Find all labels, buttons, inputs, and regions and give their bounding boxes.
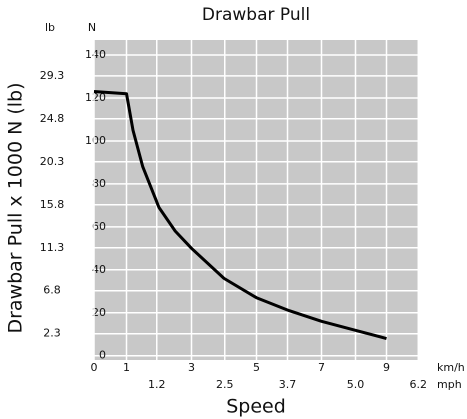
y-tick-label: 60 (92, 220, 106, 233)
y2-tick-label: 20.3 (40, 155, 65, 168)
x2-tick-label: 5.0 (347, 378, 365, 391)
x-tick-label: 0 (91, 361, 98, 374)
y2-tick-label: 11.3 (40, 241, 65, 254)
x2-tick-label: 2.5 (216, 378, 234, 391)
y2-tick-label: 15.8 (40, 198, 65, 211)
x-tick-label: 1 (123, 361, 130, 374)
y2-unit: lb (45, 21, 55, 34)
y2-tick-label: 2.3 (43, 327, 61, 340)
x-tick-label: 3 (188, 361, 195, 374)
x2-tick-label: 1.2 (148, 378, 166, 391)
y2-tick-label: 24.8 (40, 112, 65, 125)
y2-tick-label: 6.8 (43, 284, 61, 297)
x2-tick-label: 6.2 (410, 378, 428, 391)
y-unit: N (88, 21, 96, 34)
y-tick-label: 80 (92, 177, 106, 190)
y-tick-label: 120 (85, 91, 106, 104)
y-tick-label: 140 (85, 48, 106, 61)
x-axis-title: Speed (226, 396, 286, 418)
y-tick-label: 0 (99, 349, 106, 362)
x-unit: km/h (437, 361, 465, 374)
y-tick-label: 20 (92, 306, 106, 319)
x2-unit: mph (437, 378, 462, 391)
x2-tick-label: 3.7 (279, 378, 297, 391)
y-axis-title: Drawbar Pull x 1000 N (lb) (5, 82, 27, 333)
x-tick-label: 7 (318, 361, 325, 374)
x-tick-label: 5 (253, 361, 260, 374)
y-tick-label: 40 (92, 263, 106, 276)
y-tick-label: 100 (85, 134, 106, 147)
y2-tick-label: 29.3 (40, 69, 65, 82)
data-line (93, 90, 387, 340)
chart-title: Drawbar Pull (202, 5, 310, 25)
x-tick-label: 9 (383, 361, 390, 374)
